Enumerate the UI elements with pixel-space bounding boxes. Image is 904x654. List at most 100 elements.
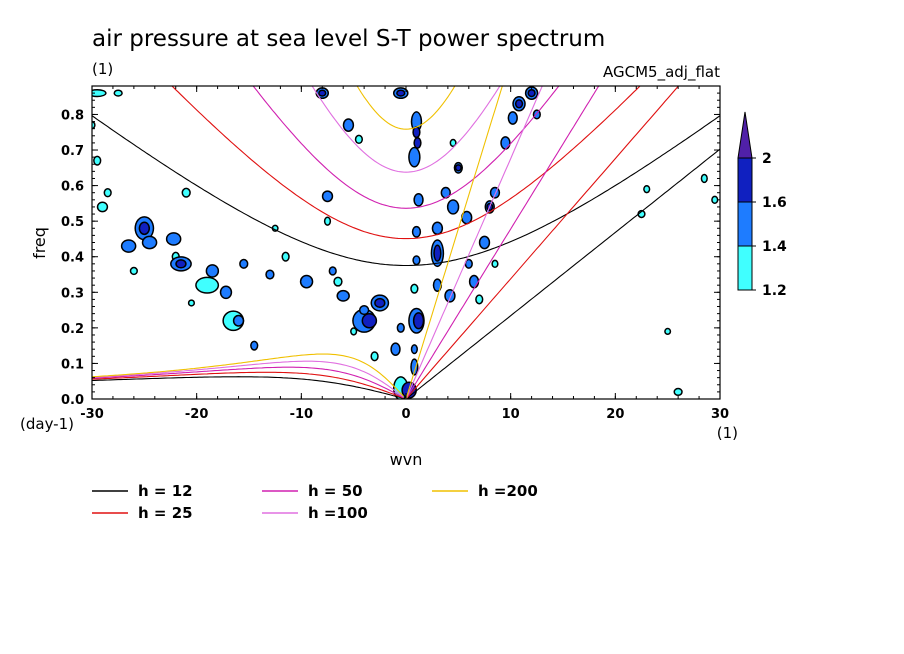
y-tick-label: 0.5 (61, 215, 84, 230)
kelvin-curve (405, 86, 503, 399)
y-axis-ticks: 0.0 0.1 0.2 0.3 0.4 0.5 0.6 0.7 0.8 (61, 92, 720, 408)
plot-frame (91, 85, 721, 400)
colorbar: 2 1.6 1.4 1.2 (737, 111, 787, 299)
legend: h = 12 h = 25 h = 50 h =100 h =200 (92, 482, 538, 522)
contour-region (131, 268, 137, 274)
contour-region (360, 306, 368, 314)
contour-region (433, 222, 442, 234)
contour-region (665, 329, 670, 334)
x-tick-label: -20 (185, 407, 209, 422)
contour-region (414, 313, 423, 328)
colorbar-label: 1.2 (762, 283, 787, 299)
contour-region (122, 240, 135, 252)
colorbar-segment (737, 201, 753, 247)
contour-region (221, 286, 231, 298)
contour-region (371, 352, 378, 360)
contour-region (330, 267, 336, 275)
contour-region (234, 316, 243, 326)
inertia-gravity-curve (252, 86, 560, 209)
contour-region (363, 314, 376, 327)
contour-region (334, 278, 342, 286)
y-tick-label: 0.8 (61, 108, 84, 123)
contour-region (115, 90, 122, 96)
contour-region (325, 217, 330, 225)
rossby-curve (92, 353, 404, 397)
contour-region (528, 90, 535, 96)
contour-fill-layer (92, 86, 719, 399)
inertia-gravity-curve (92, 115, 720, 267)
y-tick-label: 0.4 (61, 251, 84, 266)
colorbar-label: 1.6 (762, 195, 787, 211)
contour-region (207, 265, 218, 277)
contour-region (251, 342, 257, 350)
contour-region (283, 253, 289, 261)
contour-region (456, 165, 461, 170)
contour-region (414, 138, 421, 148)
contour-region (98, 203, 107, 211)
contour-region (476, 295, 482, 303)
contour-region (509, 112, 517, 124)
contour-region (411, 285, 417, 293)
legend-label: h = 25 (138, 504, 193, 522)
contour-region (470, 276, 478, 287)
x-tick-label: -30 (80, 407, 104, 422)
dispersion-curves-layer (92, 86, 720, 399)
contour-region (375, 299, 385, 307)
contour-region (319, 90, 325, 96)
kelvin-curve (405, 86, 600, 399)
contour-region (323, 191, 332, 201)
plot-area (92, 86, 720, 399)
contour-region (434, 246, 441, 261)
y-axis-label: freq (30, 227, 49, 259)
contour-region (501, 137, 510, 149)
legend-label: h = 12 (138, 482, 193, 500)
contour-region (448, 200, 458, 214)
contour-region (143, 237, 156, 248)
x-tick-label: 30 (711, 407, 729, 422)
contour-region (414, 194, 423, 206)
kelvin-curve (405, 86, 680, 399)
colorbar-segment (737, 157, 753, 203)
contour-region (167, 233, 180, 245)
y-units-label: (day-1) (20, 415, 74, 433)
inertia-gravity-curve (171, 86, 641, 240)
contour-region (712, 197, 717, 203)
colorbar-extend-arrow (737, 111, 753, 159)
x-axis-label: wvn (390, 450, 423, 469)
x-tick-label: 0 (401, 407, 410, 422)
contour-region (301, 276, 312, 287)
kelvin-curve (405, 148, 720, 399)
contour-region (140, 222, 149, 234)
rossby-curve (92, 371, 404, 399)
contour-region (442, 188, 450, 198)
contour-region (413, 127, 420, 137)
colorbar-segment (737, 245, 753, 291)
x-tick-label: 10 (502, 407, 520, 422)
colorbar-label: 1.4 (762, 239, 787, 255)
legend-label: h =100 (308, 504, 368, 522)
contour-region (337, 291, 349, 301)
contour-region (413, 227, 420, 237)
contour-region (411, 359, 417, 375)
contour-region (344, 119, 353, 131)
contour-region (183, 189, 190, 197)
colorbar-label: 2 (762, 151, 772, 167)
y-tick-label: 0.3 (61, 286, 84, 301)
contour-region (196, 278, 218, 293)
contour-region (466, 260, 472, 268)
contour-region (702, 175, 707, 182)
contour-region (189, 300, 194, 306)
contour-region (462, 212, 471, 223)
chart-title: air pressure at sea level S-T power spec… (92, 26, 605, 52)
contour-region (356, 136, 362, 143)
inertia-gravity-curve (356, 86, 456, 130)
contour-region (451, 140, 456, 146)
title-units: (1) (92, 60, 113, 78)
y-tick-label: 0.7 (61, 144, 84, 159)
rossby-curve (92, 360, 404, 398)
contour-region (397, 90, 404, 96)
x-axis-ticks: -30 -20 -10 0 10 20 30 (80, 86, 729, 422)
contour-region (516, 100, 522, 107)
legend-label: h =200 (478, 482, 538, 500)
